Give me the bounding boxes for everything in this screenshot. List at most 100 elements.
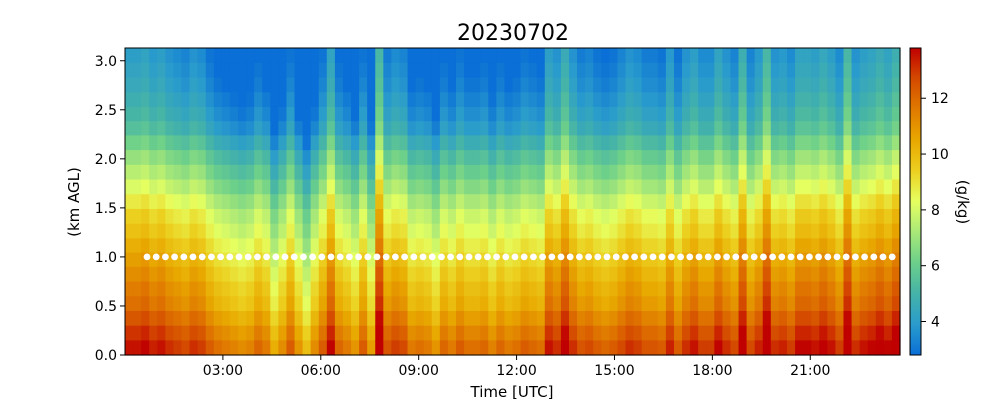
heatmap-cell xyxy=(673,208,683,224)
marker-dot xyxy=(815,253,822,261)
heatmap-cell xyxy=(827,134,837,151)
y-tick-label: 3.0 xyxy=(95,54,117,70)
heatmap-cell xyxy=(254,149,263,165)
heatmap-cell xyxy=(439,310,449,326)
heatmap-cell xyxy=(528,178,538,195)
heatmap-cell xyxy=(835,91,845,107)
heatmap-cell xyxy=(569,339,578,356)
heatmap-cell xyxy=(375,295,384,311)
heatmap-cell xyxy=(738,339,748,356)
heatmap-cell xyxy=(778,106,788,122)
heatmap-cell xyxy=(367,164,376,180)
heatmap-cell xyxy=(706,295,715,311)
heatmap-cell xyxy=(851,295,861,311)
heatmap-cell xyxy=(827,223,837,239)
heatmap-cell xyxy=(205,164,215,180)
heatmap-cell xyxy=(722,178,732,195)
heatmap-cell xyxy=(286,193,296,209)
heatmap-cell xyxy=(173,178,183,195)
plot-frame xyxy=(124,47,901,356)
heatmap-cell xyxy=(504,91,514,107)
heatmap-cell xyxy=(625,266,635,282)
heatmap-cell xyxy=(835,193,845,209)
heatmap-cell xyxy=(641,76,651,93)
heatmap-cell xyxy=(431,325,441,341)
heatmap-cell xyxy=(649,164,659,180)
marker-dot xyxy=(649,253,657,261)
heatmap-cell xyxy=(181,208,191,224)
heatmap-cell xyxy=(189,76,199,93)
heatmap-cell xyxy=(552,223,562,239)
heatmap-cell xyxy=(399,295,409,311)
heatmap-cell xyxy=(601,48,610,63)
heatmap-cell xyxy=(431,280,441,297)
heatmap-cell xyxy=(673,310,683,326)
heatmap-cell xyxy=(657,62,667,78)
heatmap-cell xyxy=(415,106,425,122)
heatmap-cell xyxy=(811,208,820,224)
heatmap-cell xyxy=(334,280,344,297)
heatmap-cell xyxy=(673,106,683,122)
heatmap-cell xyxy=(294,325,304,341)
heatmap-cell xyxy=(682,62,691,78)
heatmap-cell xyxy=(205,295,215,311)
marker-dot xyxy=(401,253,408,261)
heatmap-cell xyxy=(698,193,707,209)
heatmap-cell xyxy=(133,120,142,136)
heatmap-cell xyxy=(690,91,699,107)
heatmap-cell xyxy=(641,178,651,195)
heatmap-cell xyxy=(189,237,199,253)
heatmap-cell xyxy=(391,266,401,282)
heatmap-cell xyxy=(883,91,893,107)
heatmap-cell xyxy=(891,266,901,282)
heatmap-cell xyxy=(698,310,707,326)
heatmap-cell xyxy=(536,295,546,311)
heatmap-cell xyxy=(221,295,231,311)
heatmap-cell xyxy=(827,48,837,63)
heatmap-cell xyxy=(447,106,457,122)
heatmap-cell xyxy=(383,193,392,209)
heatmap-cell xyxy=(593,134,602,151)
heatmap-cell xyxy=(859,325,869,341)
x-tick-label: 15:00 xyxy=(594,363,634,379)
heatmap-cell xyxy=(795,106,804,122)
heatmap-cell xyxy=(875,106,885,122)
heatmap-cell xyxy=(351,280,360,297)
heatmap-cell xyxy=(811,106,820,122)
heatmap-cell xyxy=(891,76,901,93)
heatmap-cell xyxy=(173,120,183,136)
heatmap-cell xyxy=(455,76,465,93)
heatmap-cell xyxy=(552,91,562,107)
heatmap-cell xyxy=(229,208,239,224)
marker-dot xyxy=(226,253,234,261)
heatmap-cell xyxy=(125,164,134,180)
heatmap-cell xyxy=(577,208,586,224)
heatmap-cell xyxy=(649,48,659,63)
heatmap-cell xyxy=(141,48,150,63)
heatmap-cell xyxy=(811,266,820,282)
heatmap-cell xyxy=(754,178,764,195)
heatmap-cell xyxy=(423,193,433,209)
heatmap-cell xyxy=(334,48,344,63)
heatmap-cell xyxy=(141,106,150,122)
heatmap-cell xyxy=(334,178,344,195)
heatmap-cell xyxy=(746,252,756,267)
heatmap-cell xyxy=(326,193,336,209)
heatmap-cell xyxy=(165,106,175,122)
heatmap-cell xyxy=(609,280,619,297)
heatmap-cell xyxy=(334,91,344,107)
heatmap-cell xyxy=(641,120,651,136)
heatmap-cell xyxy=(560,149,570,165)
heatmap-cell xyxy=(238,164,247,180)
heatmap-cell xyxy=(883,106,893,122)
heatmap-cell xyxy=(391,120,401,136)
heatmap-cell xyxy=(496,310,506,326)
heatmap-cell xyxy=(181,223,191,239)
heatmap-cell xyxy=(326,134,336,151)
heatmap-cell xyxy=(310,48,320,63)
heatmap-cell xyxy=(843,339,853,356)
heatmap-cell xyxy=(625,237,635,253)
heatmap-cell xyxy=(181,266,191,282)
heatmap-cell xyxy=(141,120,150,136)
heatmap-cell xyxy=(649,106,659,122)
